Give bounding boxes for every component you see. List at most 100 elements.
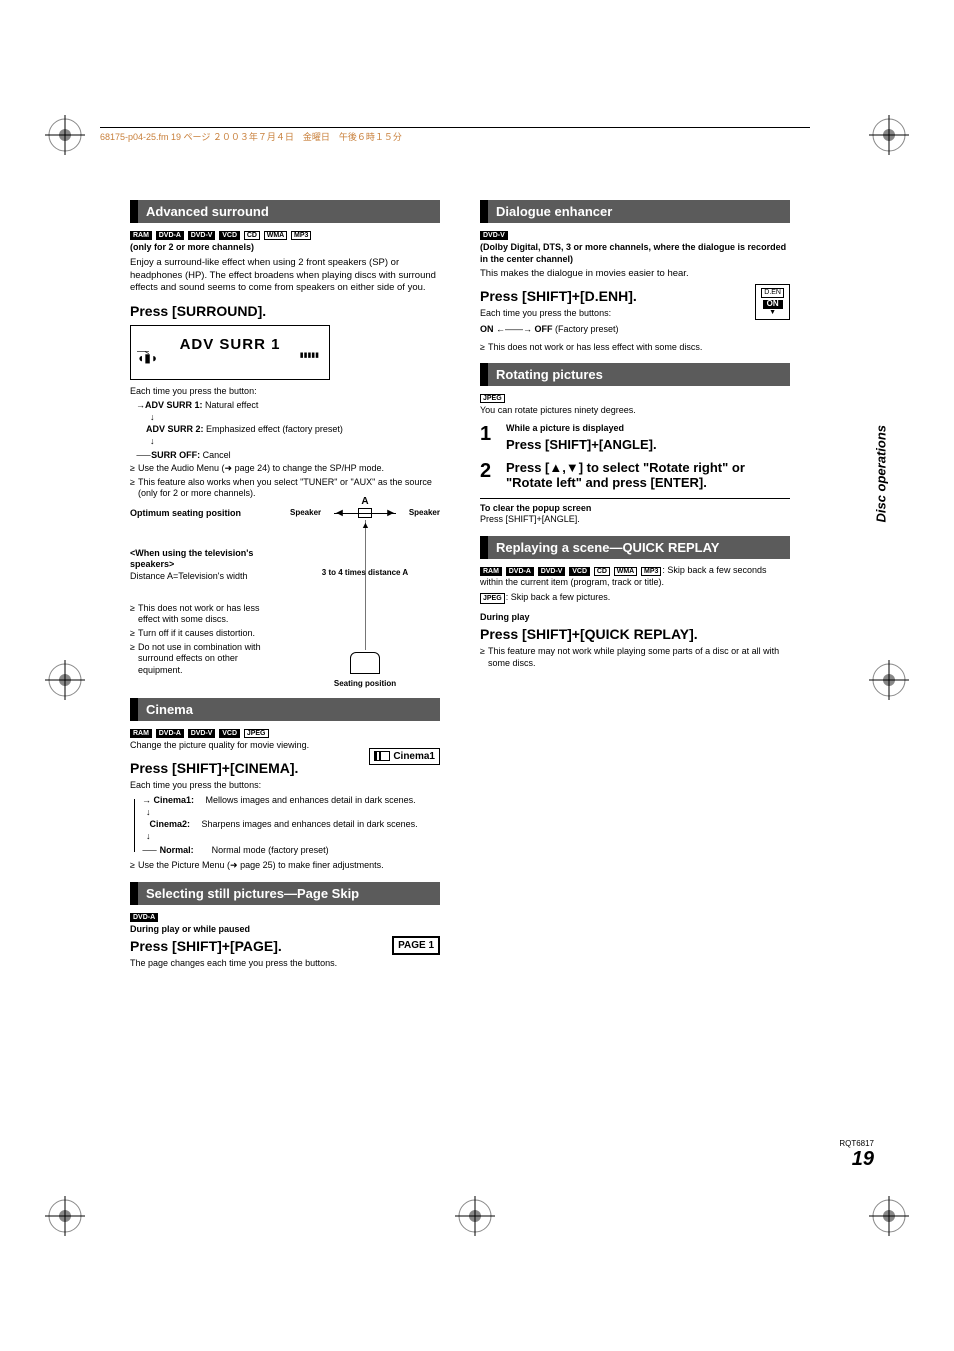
cinema-box-label: Cinema1 bbox=[393, 751, 435, 762]
step1-sub: While a picture is displayed bbox=[506, 423, 790, 435]
cm1-lbl: Cinema1: bbox=[154, 795, 206, 805]
file-meta-bar: 68175-p04-25.fm 19 ページ ２００３年７月４日 金曜日 午後６… bbox=[100, 127, 810, 143]
qr-jpeg: JPEG bbox=[480, 593, 505, 604]
crop-mark-bl bbox=[45, 1196, 85, 1236]
c-badge-dvda: DVD-A bbox=[156, 729, 184, 738]
d-each-time: Each time you press the buttons: bbox=[480, 308, 700, 320]
crop-mark-tl bbox=[45, 115, 85, 155]
d-note: This does not work or has less effect wi… bbox=[480, 342, 790, 354]
adv-b2: Turn off if it causes distortion. bbox=[130, 628, 280, 640]
qr-wma: WMA bbox=[614, 567, 638, 576]
cinema-note: Use the Picture Menu (➜ page 25) to make… bbox=[130, 860, 440, 872]
d-on-off: ON ←——→ OFF (Factory preset) bbox=[480, 324, 700, 336]
section-cinema: Cinema bbox=[130, 698, 440, 721]
ps-note: The page changes each time you press the… bbox=[130, 958, 440, 970]
c-badge-dvdv: DVD-V bbox=[188, 729, 216, 738]
speaker-icon: ⸑◖▮◗ bbox=[137, 340, 167, 370]
press-qr: Press [SHIFT]+[QUICK REPLAY]. bbox=[480, 626, 790, 642]
crop-mark-mr bbox=[869, 660, 909, 700]
adv-subnote: (only for 2 or more channels) bbox=[130, 242, 440, 254]
step1-press: Press [SHIFT]+[ANGLE]. bbox=[506, 437, 790, 452]
seat-icon bbox=[350, 652, 380, 674]
denh-icon-label: D.EN bbox=[761, 288, 784, 298]
adv-b3: Do not use in combination with surround … bbox=[130, 642, 280, 677]
file-meta-text: 68175-p04-25.fm 19 ページ ２００３年７月４日 金曜日 午後６… bbox=[100, 132, 402, 142]
d-sub: (Dolby Digital, DTS, 3 or more channels,… bbox=[480, 242, 790, 265]
qr-during: During play bbox=[480, 612, 790, 624]
adv-intro: Enjoy a surround-like effect when using … bbox=[130, 257, 440, 295]
d-off: OFF bbox=[535, 324, 553, 334]
crop-mark-br bbox=[869, 1196, 909, 1236]
c-badge-ram: RAM bbox=[130, 729, 152, 738]
r-badge: JPEG bbox=[480, 394, 505, 403]
step2-press: Press [▲,▼] to select "Rotate right" or … bbox=[506, 460, 790, 490]
tv-heading: <When using the television's speakers> bbox=[130, 548, 280, 571]
seat-label: Seating position bbox=[290, 679, 440, 688]
d-on: ON bbox=[480, 324, 494, 334]
dist-label: 3 to 4 times distance A bbox=[290, 568, 440, 578]
qr-jpeg-line: JPEG: Skip back a few pictures. bbox=[480, 592, 790, 604]
cm3-lbl: Normal: bbox=[160, 845, 212, 855]
each-time: Each time you press the button: bbox=[130, 386, 440, 398]
ps-during: During play or while paused bbox=[130, 924, 440, 936]
cm3-txt: Normal mode (factory preset) bbox=[212, 845, 329, 855]
page-display-box: PAGE 1 bbox=[392, 936, 440, 955]
press-surround: Press [SURROUND]. bbox=[130, 303, 440, 319]
clear-b: Press [SHIFT]+[ANGLE]. bbox=[480, 514, 790, 526]
qr-vcd: VCD bbox=[569, 567, 590, 576]
d-badge: DVD-V bbox=[480, 231, 508, 240]
cinema-display-box: Cinema1 bbox=[369, 748, 440, 765]
r-intro: You can rotate pictures ninety degrees. bbox=[480, 405, 790, 417]
qr-ram: RAM bbox=[480, 567, 502, 576]
ps-badge: DVD-A bbox=[130, 913, 158, 922]
mode2-txt: Emphasized effect (factory preset) bbox=[204, 424, 343, 434]
qr-mp3: MP3 bbox=[641, 567, 661, 576]
mode1-txt: Natural effect bbox=[203, 400, 259, 410]
qr-note: This feature may not work while playing … bbox=[480, 646, 790, 669]
cinema-each-time: Each time you press the buttons: bbox=[130, 780, 440, 792]
crop-mark-tr bbox=[869, 115, 909, 155]
qr-dvda: DVD-A bbox=[506, 567, 534, 576]
section-replay: Replaying a scene—QUICK REPLAY bbox=[480, 536, 790, 559]
d-intro: This makes the dialogue in movies easier… bbox=[480, 268, 790, 281]
speaker-diagram: A Speaker ◀ ▶ Speaker ▲ 3 to 4 times dis… bbox=[290, 508, 440, 688]
spk-right-lbl: Speaker bbox=[409, 508, 440, 517]
crop-mark-ml bbox=[45, 660, 85, 700]
step-2-num: 2 bbox=[480, 460, 498, 483]
cm2-lbl: Cinema2: bbox=[150, 819, 202, 829]
press-cinema: Press [SHIFT]+[CINEMA]. bbox=[130, 760, 298, 776]
diagram-a: A bbox=[290, 496, 440, 507]
adv-b1: This does not work or has less effect wi… bbox=[130, 603, 280, 626]
press-denh: Press [SHIFT]+[D.ENH]. bbox=[480, 288, 700, 304]
qr-dvdv: DVD-V bbox=[538, 567, 566, 576]
badges-adv-surround: RAM DVD-A DVD-V VCD CD WMA MP3 bbox=[130, 229, 440, 240]
c-badge-jpeg: JPEG bbox=[244, 729, 269, 738]
side-tab: Disc operations bbox=[874, 425, 889, 523]
qr-jpeg-txt: : Skip back a few pictures. bbox=[506, 592, 611, 602]
badge-vcd: VCD bbox=[219, 231, 240, 240]
cm2-txt: Sharpens images and enhances detail in d… bbox=[202, 819, 418, 829]
badges-cinema: RAM DVD-A DVD-V VCD JPEG bbox=[130, 727, 440, 738]
section-dialogue: Dialogue enhancer bbox=[480, 200, 790, 223]
mode-flow: →ADV SURR 1: Natural effect ↓ ADV SURR 2… bbox=[136, 400, 440, 461]
crop-mark-bc bbox=[455, 1196, 495, 1236]
denh-display-box: D.EN ON ▼ bbox=[755, 284, 790, 320]
badge-wma: WMA bbox=[264, 231, 288, 240]
right-column: Dialogue enhancer DVD-V (Dolby Digital, … bbox=[480, 200, 790, 969]
opt-heading: Optimum seating position bbox=[130, 508, 280, 520]
mode3-lbl: SURR OFF: bbox=[151, 450, 200, 460]
divider bbox=[480, 498, 790, 499]
film-icon bbox=[374, 751, 390, 761]
cinema-modes: → Cinema1:Mellows images and enhances de… bbox=[142, 795, 440, 856]
mode3-txt: Cancel bbox=[200, 450, 231, 460]
section-rotating: Rotating pictures bbox=[480, 363, 790, 386]
page-number: 19 bbox=[839, 1148, 874, 1171]
left-column: Advanced surround RAM DVD-A DVD-V VCD CD… bbox=[130, 200, 440, 969]
badge-dvda: DVD-A bbox=[156, 231, 184, 240]
step-1-num: 1 bbox=[480, 423, 498, 446]
denh-on: ON bbox=[763, 300, 783, 309]
press-page: Press [SHIFT]+[PAGE]. bbox=[130, 938, 282, 954]
cm1-txt: Mellows images and enhances detail in da… bbox=[206, 795, 416, 805]
section-page-skip: Selecting still pictures—Page Skip bbox=[130, 882, 440, 905]
qr-cd: CD bbox=[594, 567, 610, 576]
